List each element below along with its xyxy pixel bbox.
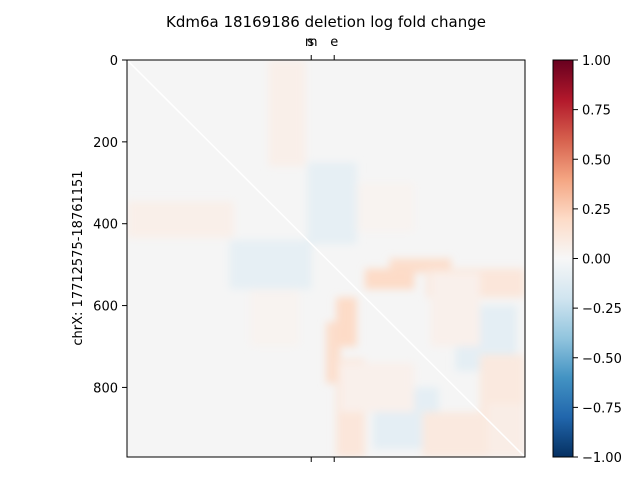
colorbar-tick-label: 0.25	[582, 203, 611, 218]
colorbar-tick-label: −0.50	[582, 352, 622, 367]
colorbar-tick-label: −0.25	[582, 302, 622, 317]
colorbar-tick-label: −0.75	[582, 401, 622, 416]
chart-title: Kdm6a 18169186 deletion log fold change	[166, 13, 486, 31]
y-axis-label: chrX: 17712575-18761151	[71, 170, 86, 345]
colorbar-gradient	[552, 59, 574, 458]
heatmap-blocks	[127, 60, 525, 457]
plot-frame	[126, 59, 526, 458]
y-tick-label: 600	[93, 300, 118, 315]
colorbar: 1.00 0.75 0.50 0.25 0.00 −0.25 −0.50 −0.75 −1.00	[552, 54, 622, 466]
heatmap-block	[340, 362, 415, 412]
colorbar-tick-label: 0.75	[582, 104, 611, 119]
colorbar-tick-label: −1.00	[582, 451, 622, 466]
heatmap-block	[307, 162, 357, 245]
heatmap-block	[336, 297, 357, 347]
heatmap-block	[229, 240, 312, 290]
heatmap-plot-area	[126, 59, 526, 458]
colorbar-tick-label: 0.00	[582, 253, 611, 268]
heatmap-block	[430, 272, 480, 347]
diagonal-line	[127, 60, 525, 457]
colorbar-tick-label: 1.00	[582, 54, 611, 69]
heatmap-block	[250, 289, 300, 347]
top-marker-label: s	[307, 35, 314, 50]
heatmap-block	[356, 182, 415, 232]
top-marker-label: m	[305, 35, 318, 50]
y-tick-label: 200	[93, 136, 118, 151]
heatmap-block	[268, 60, 306, 167]
colorbar-ticks: 1.00 0.75 0.50 0.25 0.00 −0.25 −0.50 −0.75 −1.00	[573, 54, 622, 466]
y-tick-label: 400	[93, 218, 118, 233]
y-tick-label: 800	[93, 381, 118, 396]
y-tick-label: 0	[110, 54, 118, 69]
top-marker-axis: ms e	[305, 35, 338, 60]
y-axis: 0 200 400 600 800	[93, 54, 127, 396]
bottom-marker-ticks	[310, 457, 335, 462]
colorbar-tick-label: 0.50	[582, 153, 611, 168]
top-marker-label: e	[330, 35, 338, 50]
heatmap-block	[127, 201, 234, 239]
heatmap-block	[364, 268, 415, 290]
heatmap-block	[422, 411, 497, 457]
heatmap-block	[488, 403, 525, 457]
